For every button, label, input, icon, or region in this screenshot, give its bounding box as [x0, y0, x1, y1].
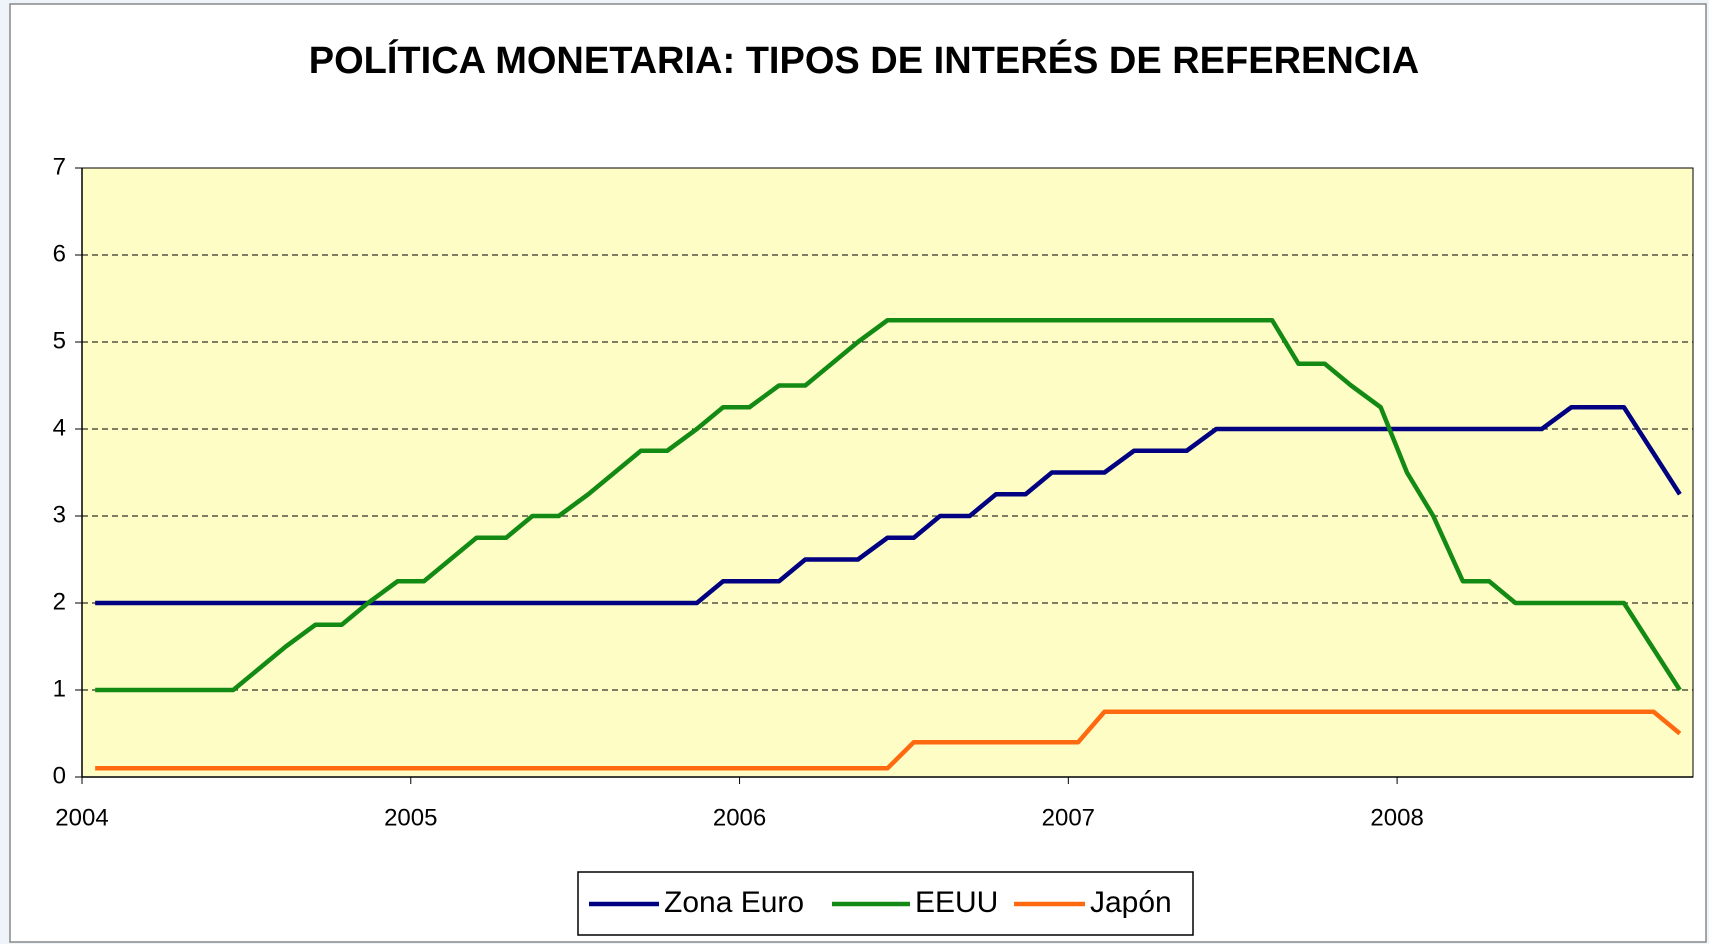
y-tick-label: 6: [53, 240, 66, 267]
series-line: [95, 709, 1682, 771]
y-tick-label: 7: [53, 153, 66, 180]
y-tick-label: 0: [53, 762, 66, 789]
y-tick-label: 3: [53, 501, 66, 528]
legend-label: Japón: [1090, 886, 1172, 919]
x-tick-label: 2008: [1370, 804, 1423, 831]
x-tick-label: 2006: [713, 804, 766, 831]
legend-label: Zona Euro: [664, 886, 804, 919]
y-tick-label: 4: [53, 414, 66, 441]
x-tick-label: 2005: [384, 804, 437, 831]
legend-label: EEUU: [915, 886, 998, 919]
x-tick-label: 2004: [55, 804, 108, 831]
y-tick-label: 2: [53, 588, 66, 615]
series-line: [95, 318, 1682, 693]
series-line: [95, 405, 1682, 606]
y-tick-label: 5: [53, 327, 66, 354]
chart-title: POLÍTICA MONETARIA: TIPOS DE INTERÉS DE …: [309, 38, 1420, 82]
plot-area: [82, 168, 1693, 777]
plot-border: [81, 167, 1694, 778]
y-tick-label: 1: [53, 675, 66, 702]
x-tick-label: 2007: [1042, 804, 1095, 831]
